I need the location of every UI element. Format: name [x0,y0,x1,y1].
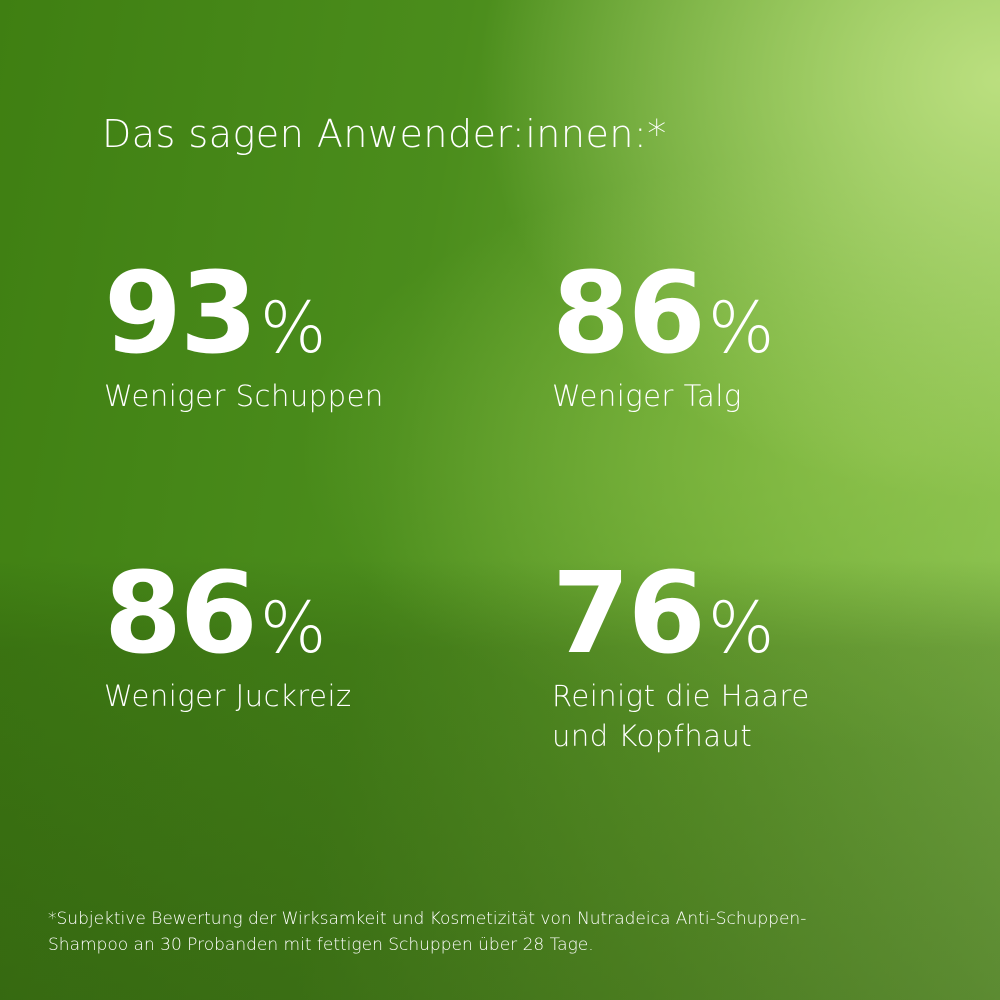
stat-less-dandruff: 93% Weniger Schuppen [104,258,384,416]
stat-less-itching: 86% Weniger Juckreiz [104,558,352,716]
stat-label-line-2: und Kopfhaut [552,719,753,753]
stat-unit: % [259,587,327,669]
stat-value: 76 [552,549,706,679]
stat-less-sebum: 86% Weniger Talg [552,258,774,416]
stat-value: 93 [104,249,258,379]
stat-cleans-hair-scalp: 76% Reinigt die Haare und Kopfhaut [552,558,810,756]
background-shade [0,560,1000,1000]
footnote-line-1: *Subjektive Bewertung der Wirksamkeit un… [48,909,807,929]
stat-unit: % [707,587,775,669]
stat-unit: % [707,287,775,369]
footnote: *Subjektive Bewertung der Wirksamkeit un… [48,906,806,958]
stat-label-line-1: Reinigt die Haare [552,679,810,713]
stat-value: 86 [104,549,258,679]
heading: Das sagen Anwender:innen:* [102,112,667,156]
stat-unit: % [259,287,327,369]
footnote-line-2: Shampoo an 30 Probanden mit fettigen Sch… [48,935,594,955]
stat-label: Weniger Schuppen [104,379,384,413]
stat-value: 86 [552,249,706,379]
stat-label: Weniger Talg [552,379,742,413]
stat-label: Weniger Juckreiz [104,679,352,713]
